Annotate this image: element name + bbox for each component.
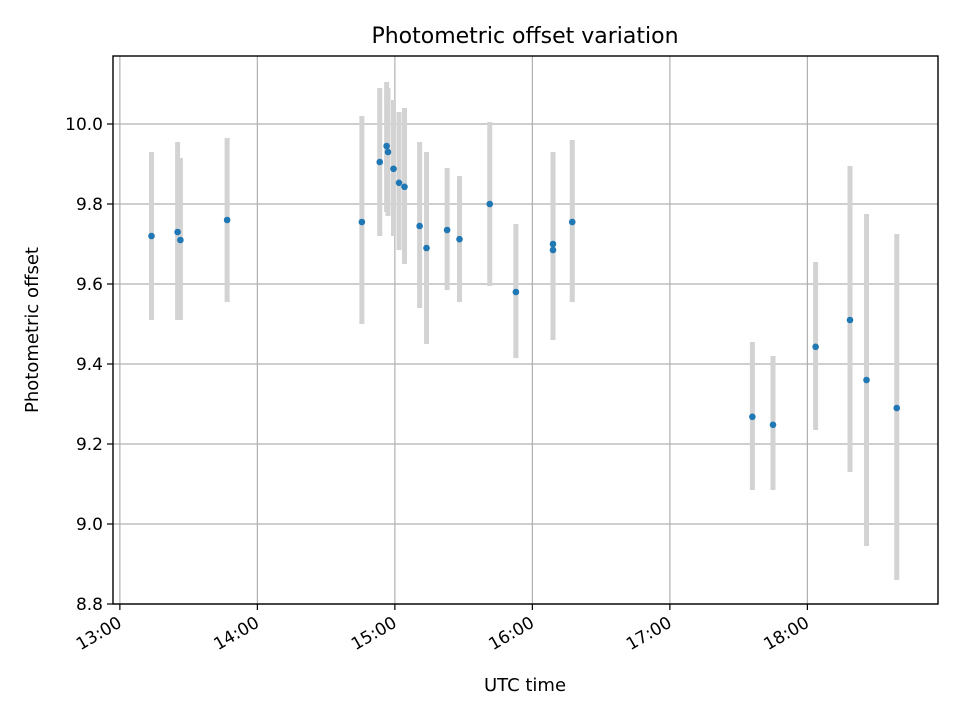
y-tick-label: 9.0 [76,515,103,535]
data-point [423,244,430,252]
data-point [549,240,557,248]
data-points [148,142,901,429]
data-point [223,216,231,224]
y-tick-label: 9.2 [76,435,103,455]
y-tick-label: 9.6 [76,275,103,295]
plot-frame [112,55,939,605]
x-axis-label: UTC time [484,675,566,696]
data-point [549,246,557,254]
data-point [456,235,463,243]
data-point [390,165,397,173]
data-point [416,222,423,230]
y-tick-label: 9.8 [76,195,103,215]
data-point [376,158,384,166]
y-tick-label: 10.0 [65,115,103,135]
data-point [177,236,184,244]
data-point [383,142,390,150]
data-point [568,218,576,226]
data-point [512,288,520,296]
data-point [174,228,181,236]
y-tick-label: 8.8 [76,595,103,615]
data-point [812,343,819,351]
y-axis-label: Photometric offset [22,247,43,413]
data-point [384,148,392,156]
data-point [749,413,756,421]
data-point [769,421,777,429]
y-axis-ticks: 8.8 9.0 9.2 9.4 9.6 9.8 10.0 [65,115,113,615]
data-point [395,179,403,187]
data-point [148,232,155,240]
data-point [443,226,451,234]
chart-title: Photometric offset variation [371,24,678,49]
plot-background [113,56,938,604]
data-point [358,218,366,226]
y-tick-label: 9.4 [76,355,103,375]
data-point [486,200,494,208]
data-point [846,316,854,324]
data-point [893,404,901,412]
plot-area [112,55,939,605]
data-point [863,376,870,384]
data-point [401,183,408,191]
